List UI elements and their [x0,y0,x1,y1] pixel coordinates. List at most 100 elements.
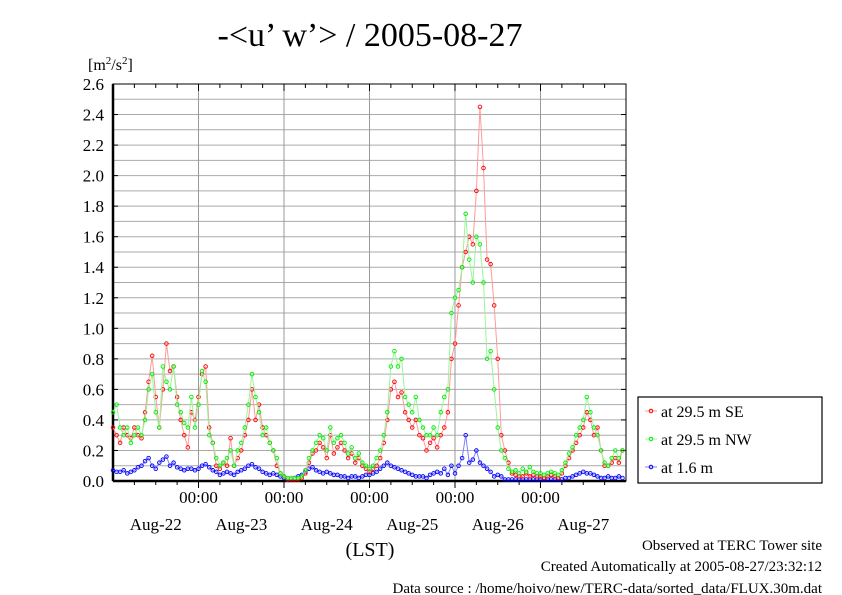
axes: 0.0 0.2 0.4 0.6 0.8 1.0 1.2 1.4 1.6 1.8 2.0 2.2 2.4 2… [83,75,627,534]
data-point [121,432,126,438]
data-point [620,448,625,453]
data-point [267,472,273,478]
data-point [605,474,611,479]
data-point [527,465,533,470]
data-point [616,474,622,479]
data-point [449,310,454,316]
data-point [128,469,134,475]
data-point [474,188,479,194]
data-point [573,472,579,478]
data-point [538,474,543,479]
data-point [246,417,251,423]
y-tick-label: 0.2 [83,441,104,460]
legend-marker [648,464,654,470]
data-point [459,264,465,270]
data-point [598,448,604,453]
footer-created: Created Automatically at 2005-08-27/23:3… [541,559,822,575]
y-tick-label: 1.4 [83,258,105,277]
data-point [570,445,575,450]
data-point [488,261,493,267]
data-point [178,466,183,472]
data-point [121,468,126,473]
y-tick-label: 2.0 [83,167,104,186]
data-point [206,432,212,438]
data-point [388,364,394,369]
data-point [427,440,433,446]
data-point [620,475,625,481]
x-time-label: 00:00 [179,488,218,507]
data-point [363,463,369,468]
x-day-label: Aug-23 [215,515,267,534]
data-point [353,460,358,465]
data-point [488,469,493,475]
data-point [581,417,586,423]
data-point [605,463,611,468]
data-point [335,472,340,478]
x-day-label: Aug-22 [130,515,182,534]
data-point [502,455,508,461]
data-point [267,440,273,446]
data-point [274,472,280,478]
data-point [196,466,201,472]
data-point [142,410,148,415]
data-point [377,448,383,453]
data-point [345,455,351,461]
data-point [224,463,230,468]
data-point [192,425,198,430]
data-point [616,455,622,461]
data-point [477,104,483,110]
data-point [149,353,155,359]
data-point [256,466,262,472]
data-point [388,463,394,468]
data-point [242,425,248,430]
data-point [527,474,533,479]
data-point [345,451,351,456]
data-point [281,474,287,479]
data-point [263,425,269,430]
data-point [531,469,536,475]
data-point [253,417,258,423]
data-point [167,387,173,392]
data-point [263,471,269,476]
data-point [463,211,468,217]
data-point [196,394,201,400]
data-point [174,402,180,407]
data-point [427,472,433,478]
data-point [231,463,237,468]
data-point [206,465,212,470]
legend-marker [648,408,654,414]
data-point [577,425,582,430]
data-point [484,466,490,472]
data-point [146,455,151,461]
data-point [488,348,493,354]
grid [113,84,626,481]
data-point [164,341,169,346]
data-point [217,463,223,468]
data-point [395,466,401,472]
data-point [253,465,258,470]
data-point [385,410,390,415]
x-time-label: 00:00 [521,488,560,507]
data-point [495,425,501,430]
data-point [456,463,461,468]
data-point [370,463,376,468]
data-point [602,475,607,481]
data-point [613,475,618,481]
legend-label: at 1.6 m [661,460,714,477]
data-point [214,469,219,475]
data-point [196,402,201,407]
data-point [385,417,390,423]
data-point [420,425,426,430]
data-point [427,432,433,438]
data-point [392,348,397,354]
data-point [491,387,497,392]
data-point [235,469,240,475]
data-point [392,465,397,470]
data-point [602,460,607,465]
data-point [328,471,333,476]
data-point [335,445,340,450]
data-point [367,466,372,472]
data-point [164,454,169,459]
data-point [531,472,536,478]
data-point [164,379,169,385]
